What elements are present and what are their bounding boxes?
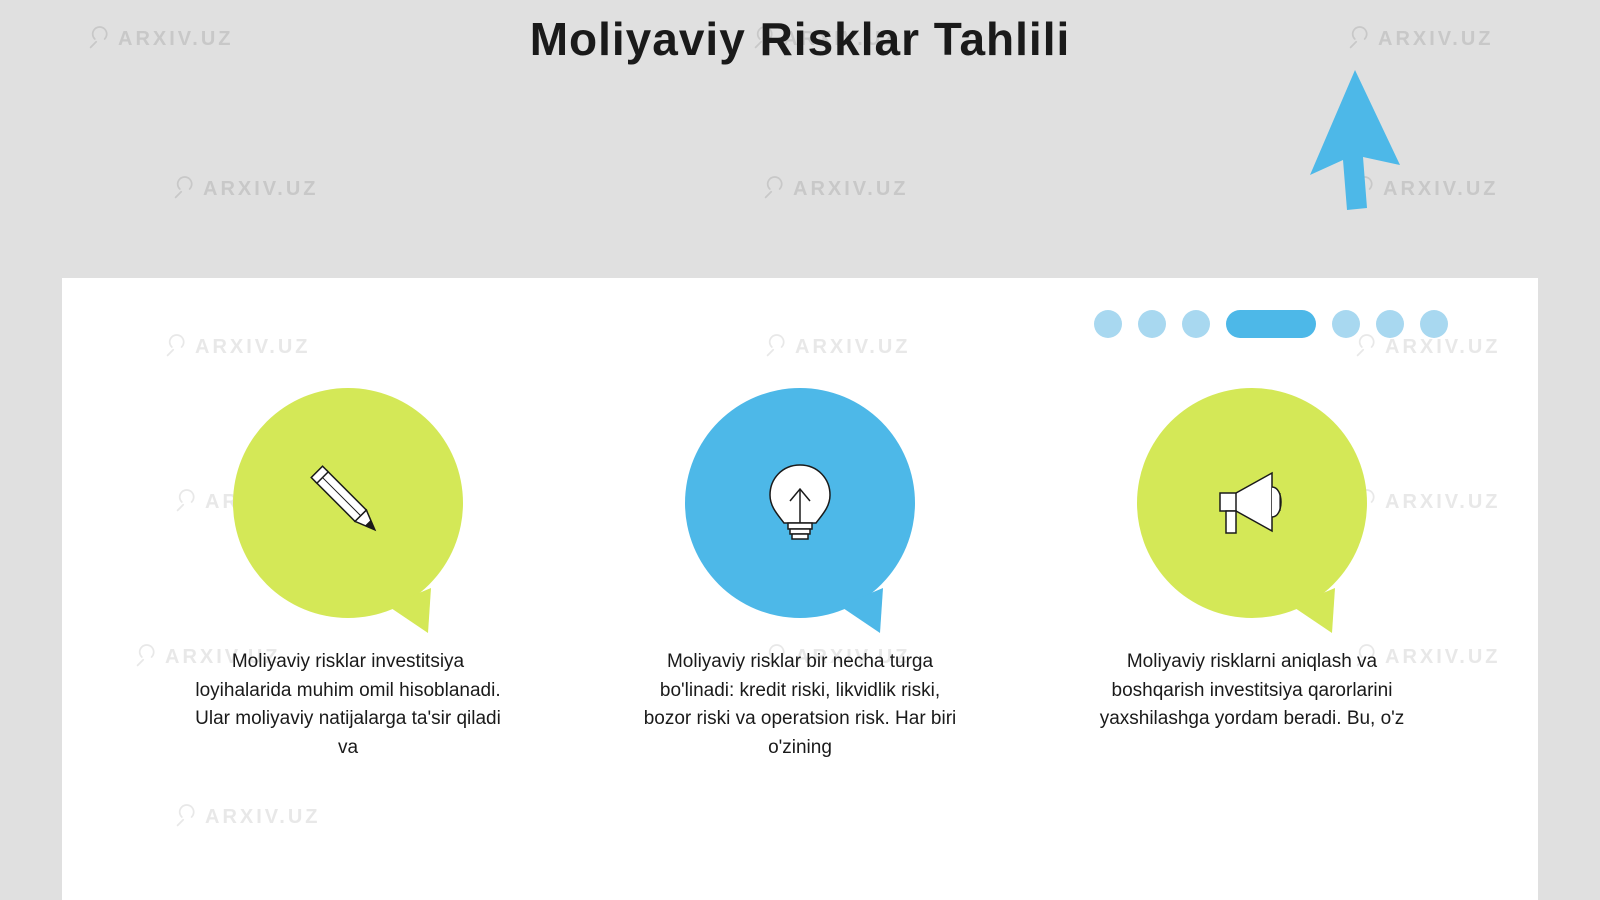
pencil-icon xyxy=(233,388,463,618)
pagination-dot[interactable] xyxy=(1420,310,1448,338)
bubble-text: Moliyaviy risklarni aniqlash va boshqari… xyxy=(1072,648,1432,734)
bubble-item: Moliyaviy risklar investitsiya loyihalar… xyxy=(168,388,528,762)
watermark: ARXIV.UZ xyxy=(762,333,911,361)
pagination-dot[interactable] xyxy=(1182,310,1210,338)
speech-bubble xyxy=(1137,388,1367,618)
lightbulb-icon xyxy=(685,388,915,618)
bubble-text: Moliyaviy risklar bir necha turga bo'lin… xyxy=(620,648,980,762)
speech-bubble xyxy=(233,388,463,618)
page-title: Moliyaviy Risklar Tahlili xyxy=(0,12,1600,66)
bubbles-row: Moliyaviy risklar investitsiya loyihalar… xyxy=(62,388,1538,762)
watermark: ARXIV.UZ xyxy=(170,175,319,203)
pagination-active[interactable] xyxy=(1226,310,1316,338)
pagination-dot[interactable] xyxy=(1094,310,1122,338)
watermark: ARXIV.UZ xyxy=(760,175,909,203)
megaphone-icon xyxy=(1137,388,1367,618)
watermark: ARXIV.UZ xyxy=(172,803,321,831)
pagination-indicator xyxy=(1094,310,1448,338)
pagination-dot[interactable] xyxy=(1332,310,1360,338)
speech-bubble xyxy=(685,388,915,618)
bubble-item: Moliyaviy risklarni aniqlash va boshqari… xyxy=(1072,388,1432,762)
bubble-text: Moliyaviy risklar investitsiya loyihalar… xyxy=(168,648,528,762)
pagination-dot[interactable] xyxy=(1376,310,1404,338)
bubble-item: Moliyaviy risklar bir necha turga bo'lin… xyxy=(620,388,980,762)
cursor-arrow-icon xyxy=(1295,65,1415,220)
pagination-dot[interactable] xyxy=(1138,310,1166,338)
watermark: ARXIV.UZ xyxy=(162,333,311,361)
content-card: ARXIV.UZARXIV.UZARXIV.UZARXIV.UZARXIV.UZ… xyxy=(62,278,1538,900)
